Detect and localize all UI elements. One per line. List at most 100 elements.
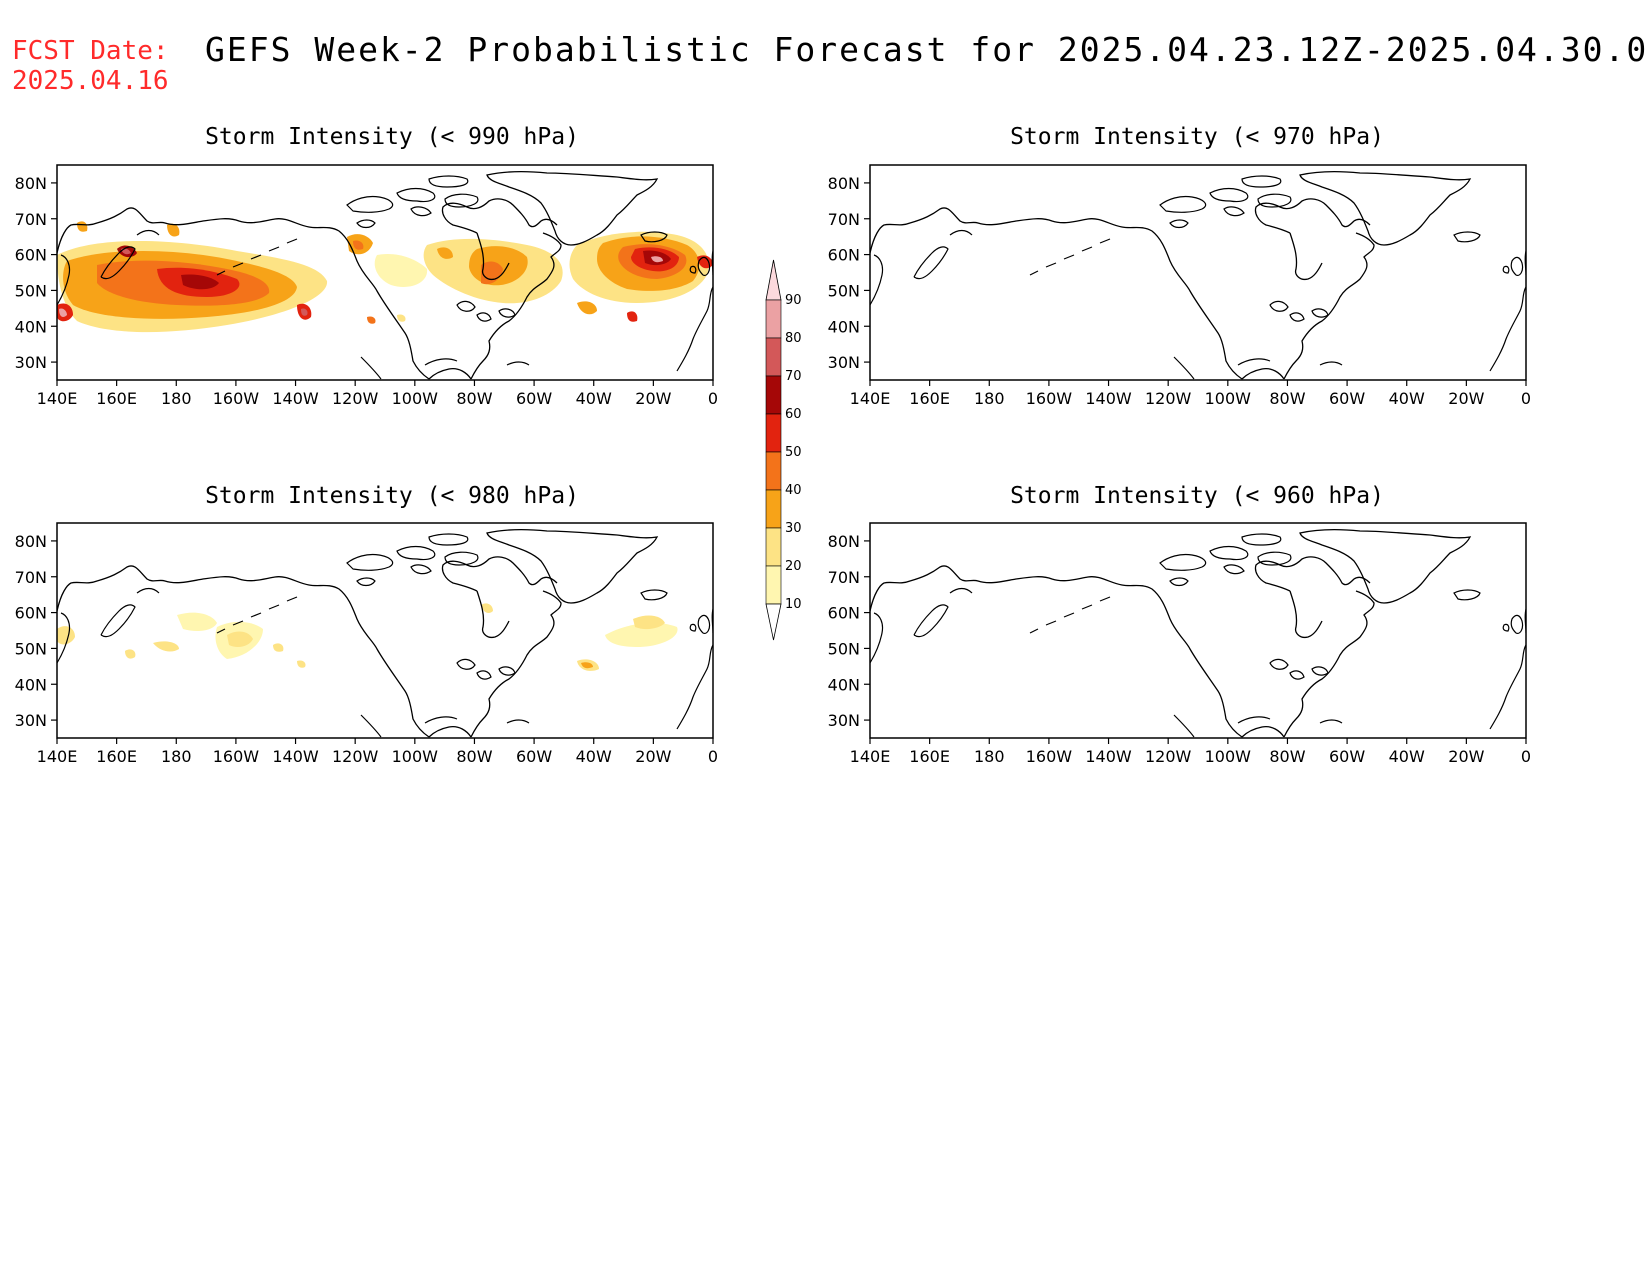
lat-tick-label: 60N	[828, 604, 860, 623]
colorbar-segment	[765, 375, 782, 415]
lon-tick-label: 140W	[1085, 747, 1132, 766]
coastline	[870, 529, 1526, 738]
panel-title-980: Storm Intensity (< 980 hPa)	[205, 483, 579, 509]
map-frame	[56, 164, 714, 381]
colorbar-cap-top	[765, 259, 782, 301]
lon-tick-label: 180	[974, 747, 1005, 766]
lon-tick-label: 160W	[1026, 389, 1073, 408]
colorbar-label: 10	[785, 597, 802, 612]
lat-tick-label: 30N	[828, 353, 860, 372]
lon-tick-label: 20W	[1448, 747, 1484, 766]
lon-tick-label: 140W	[1085, 389, 1132, 408]
colorbar-segment	[765, 489, 782, 529]
lon-tick-label: 140E	[37, 389, 78, 408]
lat-tick-label: 80N	[828, 532, 860, 551]
lon-tick-label: 40W	[576, 747, 612, 766]
colorbar-label: 40	[785, 483, 802, 498]
panel-title-970: Storm Intensity (< 970 hPa)	[1010, 124, 1384, 150]
lon-tick-label: 40W	[1389, 747, 1425, 766]
coastline	[870, 171, 1526, 380]
lon-tick-label: 100W	[392, 747, 439, 766]
lat-tick-label: 40N	[15, 675, 47, 694]
lat-tick-label: 30N	[15, 353, 47, 372]
lat-tick-label: 70N	[15, 210, 47, 229]
colorbar-label: 70	[785, 369, 802, 384]
lon-tick-label: 40W	[576, 389, 612, 408]
lon-tick-label: 0	[708, 389, 718, 408]
lon-tick-label: 80W	[1269, 389, 1305, 408]
lat-tick-label: 50N	[15, 281, 47, 300]
lat-tick-label: 70N	[15, 568, 47, 587]
page-title: GEFS Week-2 Probabilistic Forecast for 2…	[205, 30, 1650, 69]
colorbar-label: 50	[785, 445, 802, 460]
colorbar-label: 20	[785, 559, 802, 574]
lon-tick-label: 180	[161, 747, 192, 766]
lon-tick-label: 20W	[1448, 389, 1484, 408]
map-frame	[869, 164, 1527, 381]
lat-tick-label: 50N	[828, 639, 860, 658]
lon-tick-label: 160E	[96, 747, 137, 766]
lon-tick-label: 120W	[332, 389, 379, 408]
lat-tick-label: 40N	[15, 317, 47, 336]
colorbar: 10 20 30 40 50 60 70 80 90	[765, 259, 802, 641]
lat-tick-label: 70N	[828, 568, 860, 587]
probability-contours	[57, 221, 713, 333]
lat-tick-label: 40N	[828, 317, 860, 336]
lon-tick-label: 140E	[37, 747, 78, 766]
lon-tick-label: 160E	[96, 389, 137, 408]
lon-tick-label: 160E	[909, 747, 950, 766]
lon-tick-label: 60W	[1329, 389, 1365, 408]
lon-tick-label: 140E	[850, 389, 891, 408]
lon-tick-label: 60W	[516, 747, 552, 766]
lon-tick-label: 100W	[392, 389, 439, 408]
lon-tick-label: 80W	[1269, 747, 1305, 766]
lat-tick-label: 60N	[15, 246, 47, 265]
lon-tick-label: 0	[708, 747, 718, 766]
lon-tick-label: 60W	[1329, 747, 1365, 766]
forecast-date-value: 2025.04.16	[12, 66, 169, 96]
colorbar-segment	[765, 299, 782, 339]
map-frame	[56, 522, 714, 739]
lon-tick-label: 120W	[1145, 389, 1192, 408]
lon-tick-label: 20W	[635, 747, 671, 766]
lon-tick-label: 160W	[213, 747, 260, 766]
lon-tick-label: 140W	[272, 747, 319, 766]
map-panel-990: 80N 70N 60N 50N 40N 30N 140E 160E 180 160W 140W 120…	[15, 164, 718, 408]
lon-tick-label: 60W	[516, 389, 552, 408]
lon-tick-label: 100W	[1205, 389, 1252, 408]
lon-tick-label: 160W	[213, 389, 260, 408]
lon-tick-label: 120W	[1145, 747, 1192, 766]
lon-tick-label: 100W	[1205, 747, 1252, 766]
lon-tick-label: 180	[161, 389, 192, 408]
lon-tick-label: 80W	[456, 747, 492, 766]
colorbar-label: 60	[785, 407, 802, 422]
colorbar-segment	[765, 451, 782, 491]
lon-tick-label: 20W	[635, 389, 671, 408]
colorbar-segment	[765, 337, 782, 377]
colorbar-label: 90	[785, 293, 802, 308]
lat-tick-label: 30N	[828, 711, 860, 730]
map-panel-960: 80N 70N 60N 50N 40N 30N 140E 160E 180 160W 140W 120…	[828, 522, 1531, 766]
colorbar-label: 80	[785, 331, 802, 346]
lon-tick-label: 160W	[1026, 747, 1073, 766]
lon-tick-label: 0	[1521, 747, 1531, 766]
colorbar-segment	[765, 527, 782, 567]
lon-tick-label: 140E	[850, 747, 891, 766]
lon-tick-label: 80W	[456, 389, 492, 408]
colorbar-label: 30	[785, 521, 802, 536]
panel-title-990: Storm Intensity (< 990 hPa)	[205, 124, 579, 150]
lon-tick-label: 140W	[272, 389, 319, 408]
lon-tick-label: 40W	[1389, 389, 1425, 408]
lat-tick-label: 50N	[15, 639, 47, 658]
probability-contours	[57, 603, 678, 671]
lon-tick-label: 160E	[909, 389, 950, 408]
lon-tick-label: 180	[974, 389, 1005, 408]
colorbar-cap-bottom	[765, 603, 782, 641]
colorbar-segment	[765, 565, 782, 605]
lat-tick-label: 60N	[15, 604, 47, 623]
map-frame	[869, 522, 1527, 739]
panel-title-960: Storm Intensity (< 960 hPa)	[1010, 483, 1384, 509]
lat-tick-label: 80N	[828, 174, 860, 193]
lon-tick-label: 0	[1521, 389, 1531, 408]
